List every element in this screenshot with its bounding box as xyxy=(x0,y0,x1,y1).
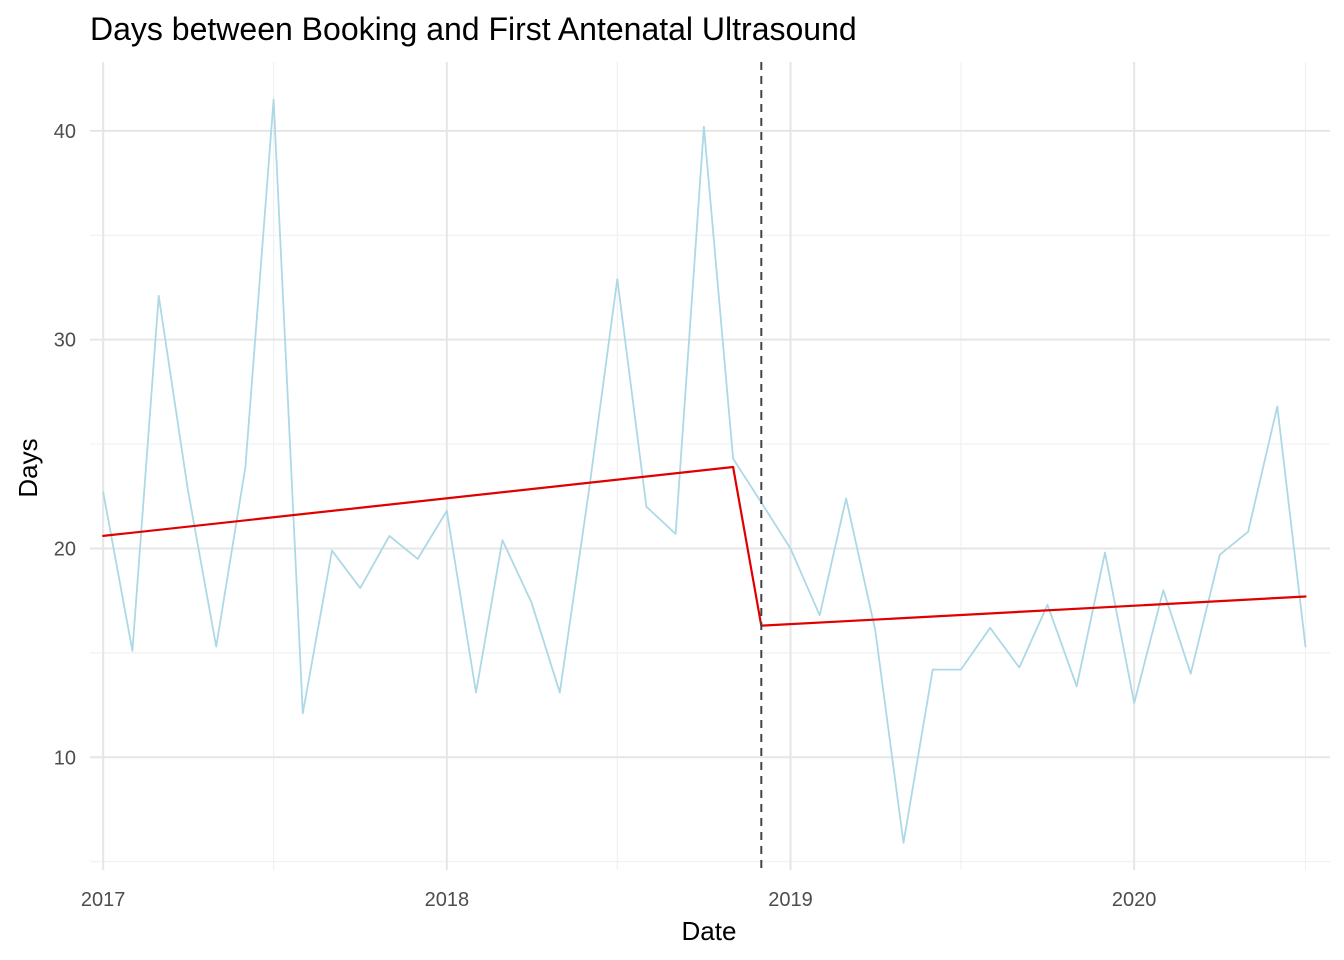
observed-series-line xyxy=(102,98,1307,844)
x-tick-label: 2017 xyxy=(81,889,126,911)
y-tick-labels: 10 20 30 40 xyxy=(54,121,76,769)
minor-gridlines xyxy=(90,62,1330,870)
y-tick-label: 10 xyxy=(54,747,76,769)
y-tick-label: 20 xyxy=(54,538,76,560)
x-tick-label: 2018 xyxy=(425,889,470,911)
y-tick-label: 40 xyxy=(54,121,76,143)
major-gridlines xyxy=(90,62,1330,870)
y-axis-title: Days xyxy=(13,438,43,497)
x-tick-label: 2019 xyxy=(768,889,813,911)
fitted-series-line xyxy=(102,465,1307,627)
plot-area xyxy=(102,62,1307,870)
y-tick-label: 30 xyxy=(54,330,76,352)
x-axis-title: Date xyxy=(682,916,737,946)
x-tick-label: 2020 xyxy=(1112,889,1157,911)
chart-title: Days between Booking and First Antenatal… xyxy=(90,11,857,47)
x-tick-labels: 2017 2018 2019 2020 xyxy=(81,889,1156,911)
